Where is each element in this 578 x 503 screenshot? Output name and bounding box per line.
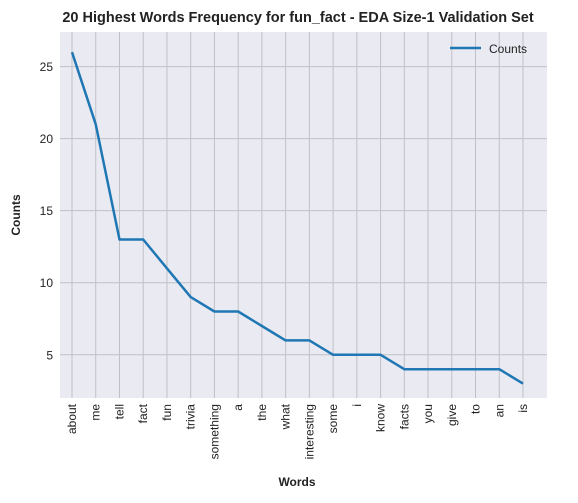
x-tick-label: know bbox=[374, 404, 388, 432]
y-tick-label: 15 bbox=[40, 204, 54, 218]
x-tick-label: a bbox=[231, 404, 245, 411]
y-tick-label: 20 bbox=[40, 132, 54, 146]
x-tick-label: give bbox=[445, 404, 459, 426]
chart-title: 20 Highest Words Frequency for fun_fact … bbox=[62, 10, 534, 26]
x-tick-label: you bbox=[421, 404, 435, 423]
x-tick-label: facts bbox=[397, 404, 411, 429]
x-tick-label: tell bbox=[112, 404, 126, 419]
legend-label: Counts bbox=[489, 42, 527, 56]
y-tick-label: 10 bbox=[40, 276, 54, 290]
y-axis-label: Counts bbox=[9, 194, 23, 236]
y-tick-label: 25 bbox=[40, 60, 54, 74]
x-tick-label: what bbox=[279, 403, 293, 430]
x-tick-label: interesting bbox=[302, 404, 316, 459]
x-tick-label: about bbox=[65, 403, 79, 434]
x-tick-label: some bbox=[326, 404, 340, 434]
x-tick-label: trivia bbox=[184, 404, 198, 430]
x-tick-label: fact bbox=[136, 403, 150, 423]
x-tick-label: to bbox=[469, 404, 483, 414]
y-tick-label: 5 bbox=[46, 348, 53, 362]
x-tick-label: fun bbox=[160, 404, 174, 421]
x-tick-label: something bbox=[207, 404, 221, 459]
plot-area bbox=[60, 32, 547, 398]
x-tick-label: an bbox=[492, 404, 506, 417]
x-tick-label: is bbox=[516, 404, 530, 413]
x-tick-label: me bbox=[89, 404, 103, 421]
x-axis-label: Words bbox=[278, 475, 315, 489]
x-tick-label: the bbox=[255, 404, 269, 421]
x-tick-label: i bbox=[350, 404, 364, 407]
y-axis-ticks: 5 10 15 20 25 bbox=[40, 60, 54, 362]
